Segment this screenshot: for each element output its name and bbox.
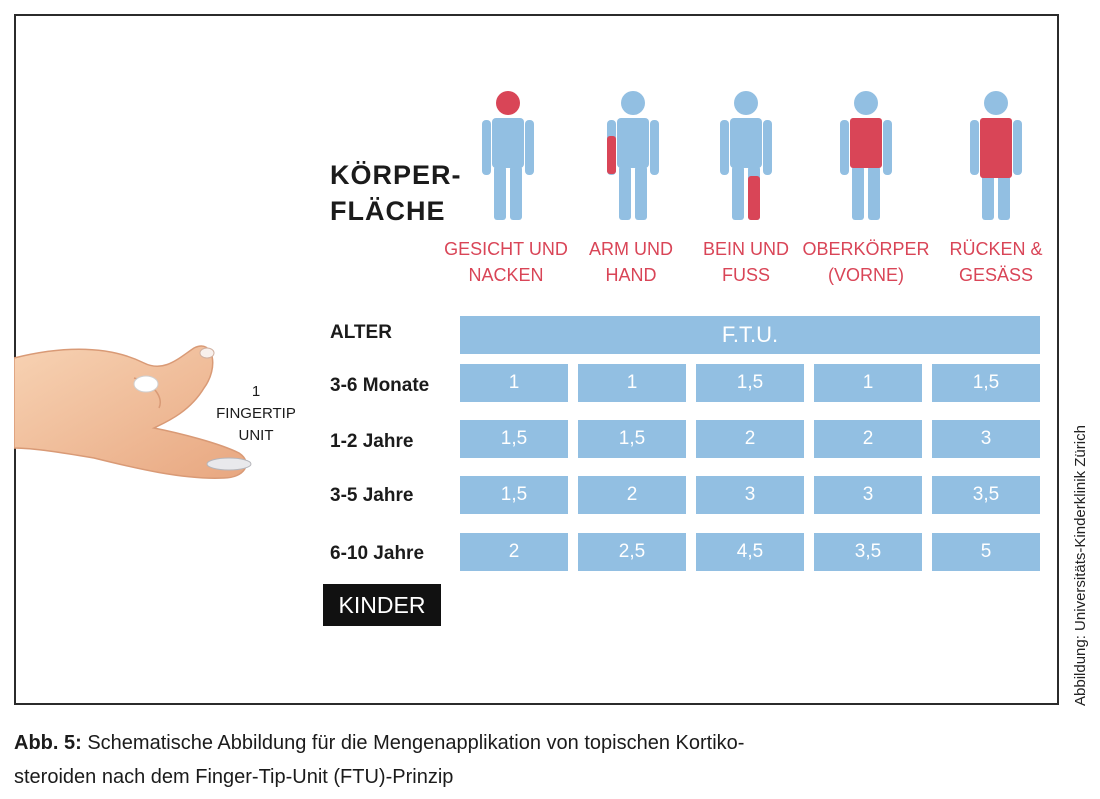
ftu-cell: 1,5	[460, 476, 568, 514]
body-area-title: KÖRPER- FLÄCHE	[330, 157, 462, 229]
region-label-upper-front: OBERKÖRPER (VORNE)	[802, 239, 930, 285]
kinder-badge: KINDER	[323, 584, 441, 626]
ftu-cell: 2	[696, 420, 804, 458]
ftu-cell: 1	[460, 364, 568, 402]
body-leg-foot-icon	[716, 90, 776, 222]
body-arm-hand-icon	[603, 90, 663, 222]
ftu-cell: 3	[932, 420, 1040, 458]
figure-caption: Abb. 5: Schematische Abbildung für die M…	[14, 726, 1084, 794]
hand-fingertip-illustration	[13, 318, 254, 508]
title-line-2: FLÄCHE	[330, 196, 446, 226]
ftu-cell: 2,5	[578, 533, 686, 571]
image-credit: Abbildung: Universitäts-Kinderklinik Zür…	[1072, 425, 1089, 706]
ftu-cell: 3	[814, 476, 922, 514]
ftu-cell: 1	[578, 364, 686, 402]
ftu-cell: 2	[814, 420, 922, 458]
caption-label: Abb. 5:	[14, 732, 82, 754]
ftu-cell: 5	[932, 533, 1040, 571]
caption-text-1: Schematische Abbildung für die Mengenapp…	[87, 732, 745, 754]
age-row-label-2: 3-5 Jahre	[330, 485, 414, 506]
ftu-header: F.T.U.	[460, 316, 1040, 354]
region-label-leg-foot: BEIN UND FUSS	[702, 239, 789, 285]
ftu-cell: 3	[696, 476, 804, 514]
title-line-1: KÖRPER-	[330, 160, 462, 190]
ftu-cell: 1	[814, 364, 922, 402]
caption-text-2: steroiden nach dem Finger-Tip-Unit (FTU)…	[14, 766, 454, 788]
ftu-cell: 1,5	[696, 364, 804, 402]
region-label-face-neck: GESICHT UND NACKEN	[444, 239, 568, 285]
ftu-cell: 1,5	[578, 420, 686, 458]
age-row-label-3: 6-10 Jahre	[330, 543, 425, 564]
ftu-cell: 3,5	[932, 476, 1040, 514]
region-label-arm-hand: ARM UND HAND	[589, 239, 673, 285]
body-back-buttocks-icon	[966, 90, 1026, 222]
region-label-back-buttocks: RÜCKEN & GESÄSS	[949, 239, 1043, 285]
ftu-cell: 1,5	[460, 420, 568, 458]
body-upper-front-icon	[836, 90, 896, 222]
fingertip-unit-label: 1 FINGERTIP UNIT	[216, 383, 296, 444]
ftu-cell: 2	[578, 476, 686, 514]
ftu-cell: 1,5	[932, 364, 1040, 402]
age-header: ALTER	[330, 322, 392, 343]
age-row-label-0: 3-6 Monate	[330, 375, 430, 396]
ftu-cell: 4,5	[696, 533, 804, 571]
ftu-cell: 3,5	[814, 533, 922, 571]
age-row-label-1: 1-2 Jahre	[330, 431, 414, 452]
ftu-cell: 2	[460, 533, 568, 571]
body-face-neck-icon	[478, 90, 538, 222]
